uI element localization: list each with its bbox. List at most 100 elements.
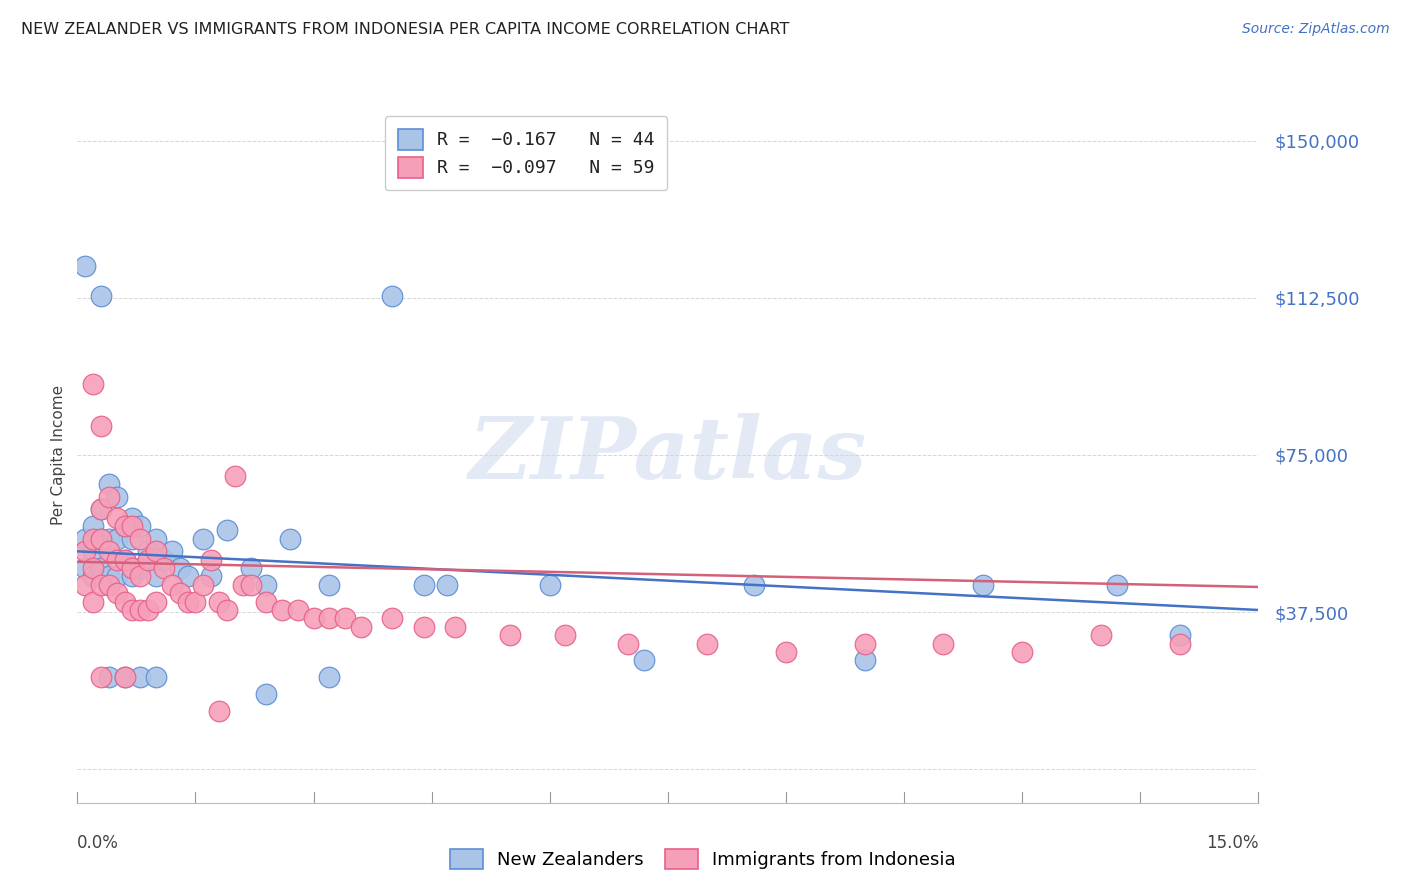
Point <box>82 519 104 533</box>
Point <box>208 594 231 608</box>
Point <box>82 544 104 558</box>
Point <box>105 569 128 583</box>
Point <box>97 532 120 546</box>
Point <box>853 653 876 667</box>
Point <box>350 620 373 634</box>
Point <box>90 561 112 575</box>
Point <box>176 569 198 583</box>
Point <box>90 532 112 546</box>
Point <box>75 260 97 274</box>
Point <box>97 578 120 592</box>
Point <box>136 603 159 617</box>
Point <box>121 569 143 583</box>
Text: Source: ZipAtlas.com: Source: ZipAtlas.com <box>1241 22 1389 37</box>
Point <box>114 519 136 533</box>
Point <box>176 594 198 608</box>
Point <box>160 544 183 558</box>
Point <box>129 519 152 533</box>
Point <box>412 578 434 592</box>
Point <box>444 620 467 634</box>
Point <box>499 628 522 642</box>
Point <box>554 628 576 642</box>
Point <box>239 561 262 575</box>
Point <box>215 524 238 538</box>
Point <box>145 670 167 684</box>
Point <box>90 418 112 433</box>
Point <box>97 544 120 558</box>
Point <box>232 578 254 592</box>
Point <box>744 578 766 592</box>
Point <box>333 611 356 625</box>
Point <box>1090 628 1112 642</box>
Point <box>145 594 167 608</box>
Point <box>193 532 215 546</box>
Point <box>1105 578 1128 592</box>
Point <box>215 603 238 617</box>
Point <box>1168 628 1191 642</box>
Point <box>278 532 301 546</box>
Point <box>136 552 159 566</box>
Point <box>90 502 112 516</box>
Point <box>224 468 246 483</box>
Point <box>114 670 136 684</box>
Point <box>153 561 176 575</box>
Point <box>97 477 120 491</box>
Point <box>208 704 231 718</box>
Legend: R =  −0.167   N = 44, R =  −0.097   N = 59: R = −0.167 N = 44, R = −0.097 N = 59 <box>385 116 668 190</box>
Point <box>1168 636 1191 650</box>
Point <box>617 636 640 650</box>
Point <box>136 544 159 558</box>
Point <box>239 578 262 592</box>
Point <box>169 561 191 575</box>
Point <box>82 376 104 391</box>
Point <box>1011 645 1033 659</box>
Point <box>105 510 128 524</box>
Point <box>105 490 128 504</box>
Point <box>160 578 183 592</box>
Point <box>775 645 797 659</box>
Point <box>114 552 136 566</box>
Point <box>82 532 104 546</box>
Point <box>129 670 152 684</box>
Point <box>75 561 97 575</box>
Point <box>121 510 143 524</box>
Point <box>200 552 222 566</box>
Point <box>75 578 97 592</box>
Point <box>114 670 136 684</box>
Point <box>114 594 136 608</box>
Point <box>169 586 191 600</box>
Point <box>271 603 294 617</box>
Point <box>318 578 340 592</box>
Point <box>193 578 215 592</box>
Point <box>90 532 112 546</box>
Point <box>318 670 340 684</box>
Point <box>318 611 340 625</box>
Point <box>972 578 994 592</box>
Point <box>254 687 277 701</box>
Point <box>633 653 655 667</box>
Point <box>114 552 136 566</box>
Point <box>145 532 167 546</box>
Point <box>129 603 152 617</box>
Point <box>538 578 561 592</box>
Point <box>932 636 955 650</box>
Point <box>97 569 120 583</box>
Y-axis label: Per Capita Income: Per Capita Income <box>51 384 66 525</box>
Point <box>121 519 143 533</box>
Point <box>254 594 277 608</box>
Point <box>254 578 277 592</box>
Point <box>105 552 128 566</box>
Point <box>82 561 104 575</box>
Point <box>436 578 458 592</box>
Point <box>412 620 434 634</box>
Point <box>90 288 112 302</box>
Point <box>184 594 207 608</box>
Point <box>90 502 112 516</box>
Point <box>97 670 120 684</box>
Text: NEW ZEALANDER VS IMMIGRANTS FROM INDONESIA PER CAPITA INCOME CORRELATION CHART: NEW ZEALANDER VS IMMIGRANTS FROM INDONES… <box>21 22 789 37</box>
Point <box>381 611 404 625</box>
Point <box>287 603 309 617</box>
Point <box>75 544 97 558</box>
Point <box>200 569 222 583</box>
Point <box>105 532 128 546</box>
